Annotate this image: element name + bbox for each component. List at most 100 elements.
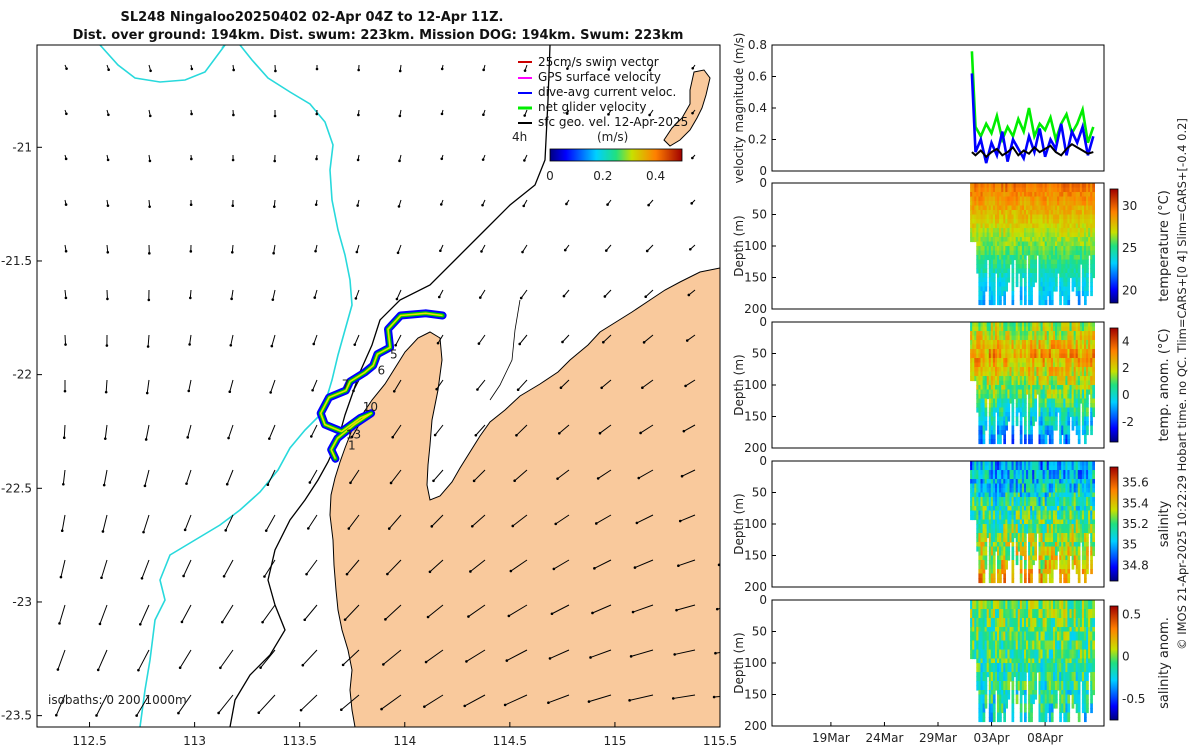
- panel-cell: [1055, 353, 1058, 359]
- panel-cell: [980, 640, 984, 646]
- panel-cell: [1077, 210, 1081, 216]
- panel-cell: [1069, 497, 1073, 503]
- panel-cell: [1038, 264, 1042, 270]
- legend-dive: dive-avg current veloc.: [538, 85, 676, 99]
- panel-cell: [1007, 349, 1011, 355]
- panel-cell: [1075, 425, 1079, 431]
- panel-cell: [1081, 246, 1085, 252]
- panel-cell: [988, 416, 992, 422]
- panel-cell: [1090, 282, 1093, 288]
- panel-cell: [982, 483, 986, 489]
- panel-cell: [972, 510, 975, 516]
- panel-cell: [1011, 223, 1015, 229]
- panel-cell: [988, 255, 992, 261]
- panel-cell: [972, 649, 975, 655]
- panel-cell: [1001, 421, 1004, 427]
- panel-cell: [1042, 187, 1046, 193]
- panel-cell: [1005, 192, 1008, 198]
- panel-cell: [1017, 465, 1021, 471]
- panel-cell: [1084, 439, 1087, 445]
- panel-cell: [1046, 232, 1050, 238]
- panel-cell: [1071, 407, 1075, 413]
- panel-cell: [1073, 403, 1077, 409]
- vector-arrow: [101, 559, 108, 578]
- panel-cell: [1032, 187, 1035, 193]
- panel-cell: [1019, 430, 1023, 436]
- panel-cell: [1001, 241, 1004, 247]
- panel-cell: [978, 439, 982, 445]
- panel-cell: [1069, 192, 1073, 198]
- panel-cell: [1050, 232, 1054, 238]
- panel-cell: [982, 358, 986, 364]
- panel-cell: [1011, 286, 1015, 292]
- panel-cell: [1086, 569, 1089, 575]
- panel-cell: [1024, 331, 1027, 337]
- panel-cell: [978, 353, 982, 359]
- panel-cell: [1090, 416, 1093, 422]
- panel-cell: [1059, 501, 1062, 507]
- panel-cell: [1071, 371, 1075, 377]
- panel-cell: [1084, 331, 1087, 337]
- panel-cell: [1061, 421, 1064, 427]
- panel-cell: [1009, 524, 1013, 530]
- panel-cell: [1069, 344, 1073, 350]
- panel-cell: [997, 555, 1000, 561]
- panel-cell: [1011, 273, 1015, 279]
- vector-arrow: [229, 379, 234, 392]
- panel-cell: [980, 362, 984, 368]
- panel-cell: [1017, 250, 1021, 256]
- panel-cell: [1044, 380, 1048, 386]
- panel-cell: [984, 205, 988, 211]
- panel-cell: [1081, 398, 1085, 404]
- panel-cell: [1017, 237, 1021, 243]
- panel-cell: [992, 376, 996, 382]
- panel-cell: [1090, 533, 1093, 539]
- panel-cell: [1040, 210, 1044, 216]
- panel-cell: [1003, 282, 1006, 288]
- panel-cell: [1044, 439, 1048, 445]
- panel-cell: [1046, 358, 1050, 364]
- vector-arrow-head: [357, 68, 360, 72]
- panel-cell: [1007, 358, 1011, 364]
- panel-cell: [988, 569, 992, 575]
- panel-cell: [988, 510, 992, 516]
- panel-cell: [1079, 358, 1083, 364]
- panel-cell: [980, 349, 984, 355]
- panel-cell: [1065, 569, 1069, 575]
- panel-cell: [1003, 246, 1006, 252]
- panel-cell: [1007, 497, 1011, 503]
- panel-cell: [1046, 488, 1050, 494]
- panel-cell: [1005, 223, 1008, 229]
- panel-cell: [984, 340, 988, 346]
- panel-cell: [980, 416, 984, 422]
- panel-cell: [999, 344, 1002, 350]
- panel-cell: [1028, 210, 1031, 216]
- panel-cell: [986, 246, 990, 252]
- panel-cell: [1036, 344, 1040, 350]
- panel-cell: [1042, 434, 1046, 440]
- velocity-panel: 00.20.40.60.8 velocity magnitude (m/s): [732, 33, 1105, 183]
- panel-cell: [1084, 273, 1087, 279]
- panel-cell: [1075, 250, 1079, 256]
- panel-cell: [1067, 322, 1071, 328]
- panel-cell: [978, 618, 982, 624]
- vector-arrow: [599, 424, 612, 434]
- panel-cell: [1084, 277, 1087, 283]
- panel-cell: [1030, 376, 1033, 382]
- panel-cell: [1065, 515, 1069, 521]
- panel-cell: [1090, 277, 1093, 283]
- panel-cell: [1067, 340, 1071, 346]
- panel-cell: [984, 192, 988, 198]
- vector-arrow: [510, 559, 528, 572]
- panel-cell: [1075, 268, 1079, 274]
- panel-cell: [1013, 255, 1017, 261]
- panel-cell: [1046, 497, 1050, 503]
- panel-cell: [1063, 223, 1066, 229]
- panel-cell: [1005, 250, 1008, 256]
- panel-cell: [976, 362, 979, 368]
- panel-cell: [1007, 519, 1011, 525]
- panel-cell: [1063, 241, 1066, 247]
- panel-cell: [1061, 569, 1064, 575]
- panel-cell: [1011, 551, 1015, 557]
- panel-cell: [1084, 282, 1087, 288]
